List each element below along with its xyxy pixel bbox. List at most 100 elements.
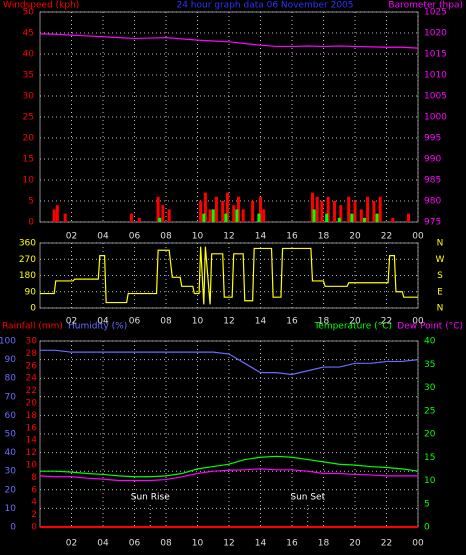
y-tick-label: 0 <box>30 304 36 314</box>
wind-bar <box>232 205 236 222</box>
wind-bar <box>372 201 376 222</box>
y-tick-label: 30 <box>23 92 35 102</box>
y2-tick-label: 25 <box>424 406 435 416</box>
wind-bar <box>224 213 228 222</box>
x-tick-label: 02 <box>66 539 77 549</box>
y2-tick-label: E <box>437 287 443 297</box>
y-axis-label: Windspeed (kph) <box>3 1 79 11</box>
y2-tick-label: 990 <box>424 155 441 165</box>
x-tick-label: 08 <box>160 232 172 242</box>
annotation: Sun Set <box>290 493 325 503</box>
x-tick-label: 00 <box>412 539 424 549</box>
y-axis-label: Rainfall (mm) <box>2 322 63 332</box>
x-tick-label: 16 <box>286 232 298 242</box>
x-tick-label: 06 <box>129 539 141 549</box>
y-tick-label: 25 <box>23 113 34 123</box>
wind-bar <box>350 213 354 222</box>
series-line <box>40 246 418 305</box>
wind-bar <box>52 209 56 222</box>
y2-tick-label: 30 <box>424 383 436 393</box>
y3-tick-label: 100 <box>0 337 16 347</box>
x-tick-label: 04 <box>97 232 109 242</box>
y2-tick-label: N <box>437 304 444 314</box>
x-tick-label: 20 <box>349 317 361 327</box>
y-tick-label: 180 <box>19 271 36 281</box>
x-tick-label: 22 <box>381 232 392 242</box>
wind-bar <box>161 205 165 222</box>
y2-tick-label: 20 <box>424 430 436 440</box>
y2-tick-label: 1020 <box>424 29 447 39</box>
wind-bar <box>312 209 316 222</box>
wind-bar <box>221 201 225 222</box>
x-tick-label: 02 <box>66 317 77 327</box>
wind-bar <box>353 201 357 222</box>
y2-tick-label: 1005 <box>424 92 447 102</box>
y-tick-label: 270 <box>19 255 36 265</box>
wind-bar <box>259 196 262 222</box>
y2-tick-label: 1000 <box>424 113 447 123</box>
x-tick-label: 12 <box>223 539 234 549</box>
y3-tick-label: 80 <box>5 374 17 384</box>
wind-bar <box>310 192 314 222</box>
x-tick-label: 06 <box>129 317 141 327</box>
annotation: Sun Rise <box>131 493 170 503</box>
x-tick-label: 10 <box>192 317 204 327</box>
y-tick-label: 2 <box>31 510 37 520</box>
wind-bar <box>391 217 395 222</box>
y-tick-label: 28 <box>26 349 38 359</box>
x-tick-label: 22 <box>381 317 392 327</box>
x-tick-label: 08 <box>160 317 172 327</box>
wind-bar <box>257 213 261 222</box>
wind-bar <box>129 213 133 222</box>
y-tick-label: 5 <box>28 197 34 207</box>
y-tick-label: 6 <box>31 485 37 495</box>
y3-tick-label: 30 <box>5 467 17 477</box>
wind-bar <box>407 213 411 222</box>
y2-tick-label: 0 <box>424 523 430 533</box>
wind-bar <box>156 196 160 222</box>
x-tick-label: 02 <box>66 232 77 242</box>
y3-tick-label: 60 <box>5 411 17 421</box>
x-tick-label: 00 <box>412 317 424 327</box>
y2-tick-label: 975 <box>424 218 441 228</box>
y2-tick-label: 40 <box>424 337 436 347</box>
y-tick-label: 16 <box>26 423 38 433</box>
y-tick-label: 24 <box>26 374 38 384</box>
wind-bar <box>359 209 363 222</box>
wind-bar <box>167 209 171 222</box>
x-tick-label: 10 <box>192 539 204 549</box>
y-tick-label: 30 <box>26 337 38 347</box>
y-tick-label: 22 <box>26 386 37 396</box>
wind-bar <box>241 209 245 222</box>
wind-bar <box>203 192 207 222</box>
y2-tick-label: 985 <box>424 176 441 186</box>
y3-axis-label: Humidity (%) <box>68 322 127 332</box>
x-tick-label: 20 <box>349 539 361 549</box>
y-tick-label: 90 <box>25 287 37 297</box>
x-tick-label: 18 <box>318 539 330 549</box>
y-tick-label: 8 <box>31 473 37 483</box>
wind-bar <box>137 217 141 222</box>
x-tick-label: 06 <box>129 232 141 242</box>
y-tick-label: 18 <box>26 411 38 421</box>
wind-bar <box>199 201 203 222</box>
y2-tick-label: 15 <box>424 453 435 463</box>
y3-tick-label: 40 <box>5 448 17 458</box>
wind-bar <box>333 201 337 222</box>
series-line <box>39 468 418 482</box>
wind-bar <box>236 196 240 222</box>
wind-bar <box>235 209 239 222</box>
wind-bar <box>325 213 329 222</box>
x-tick-label: 16 <box>286 539 298 549</box>
y2-tick-label: 1010 <box>424 71 447 81</box>
y-tick-label: 20 <box>26 399 38 409</box>
y2-tick-label: 10 <box>424 476 436 486</box>
y3-tick-label: 0 <box>10 523 16 533</box>
x-tick-label: 14 <box>255 317 267 327</box>
x-tick-label: 12 <box>223 232 234 242</box>
x-tick-label: 22 <box>381 539 392 549</box>
y2-axis-label: Temperature (°C) <box>313 322 392 332</box>
x-tick-label: 18 <box>318 232 330 242</box>
wind-bar <box>202 213 206 222</box>
y3-tick-label: 10 <box>5 504 17 514</box>
